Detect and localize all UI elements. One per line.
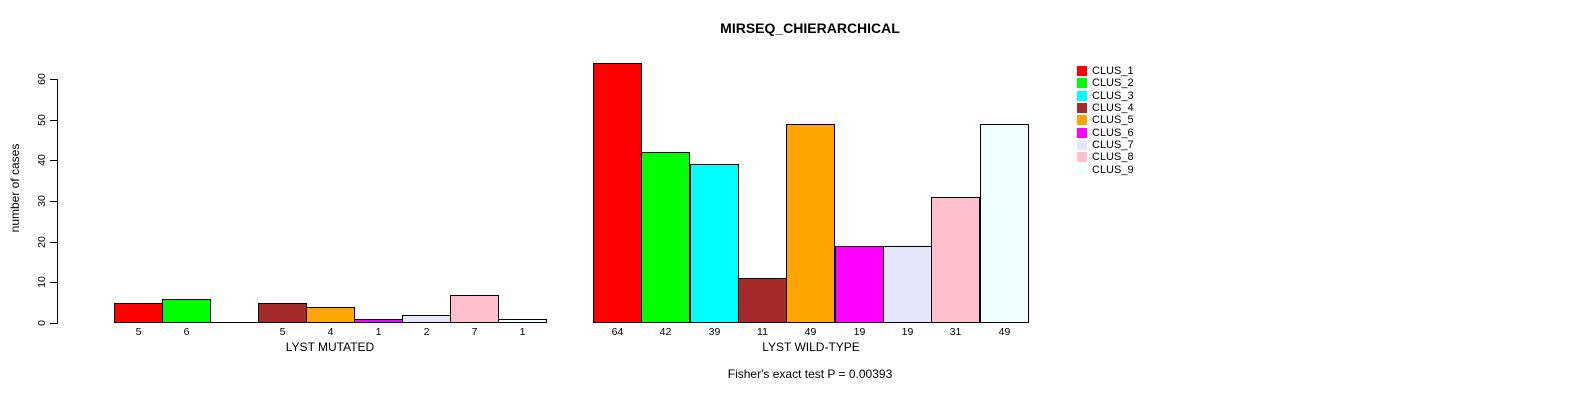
- y-tick: [50, 160, 57, 161]
- y-tick-label: 20: [36, 236, 48, 248]
- bar-lyst-mutated-clus_7: [402, 315, 451, 323]
- y-tick-label: 30: [36, 195, 48, 207]
- y-tick: [50, 120, 57, 121]
- y-tick-label: 40: [36, 154, 48, 166]
- bar-lyst-wild-type-clus_4: [738, 278, 787, 323]
- legend-swatch-clus_4: [1077, 103, 1087, 113]
- bar-value-label: 49: [804, 326, 817, 338]
- y-tick: [50, 201, 57, 202]
- y-tick: [50, 242, 57, 243]
- legend-label-clus_1: CLUS_1: [1092, 65, 1134, 77]
- legend-swatch-clus_7: [1077, 140, 1087, 150]
- legend-label-clus_8: CLUS_8: [1092, 151, 1134, 163]
- bar-lyst-mutated-clus_9: [498, 319, 547, 323]
- bar-lyst-wild-type-clus_2: [641, 152, 690, 323]
- bar-lyst-mutated-clus_2: [162, 299, 211, 323]
- bar-lyst-mutated-clus_4: [258, 303, 307, 323]
- bar-value-label: 4: [327, 326, 334, 338]
- bar-value-label: 2: [423, 326, 430, 338]
- legend-label-clus_3: CLUS_3: [1092, 90, 1134, 102]
- bar-value-label: 1: [375, 326, 382, 338]
- bar-value-label: 64: [611, 326, 624, 338]
- y-axis-title: number of cases: [8, 143, 22, 233]
- bar-lyst-wild-type-clus_8: [931, 197, 980, 323]
- y-axis-line: [57, 79, 58, 324]
- legend-swatch-clus_5: [1077, 115, 1087, 125]
- bar-lyst-wild-type-clus_5: [786, 124, 835, 323]
- bar-lyst-wild-type-clus_1: [593, 63, 642, 323]
- x-axis-label-lyst-mutated: LYST MUTATED: [285, 340, 375, 354]
- y-tick: [50, 79, 57, 80]
- bar-value-label: 42: [659, 326, 672, 338]
- legend-swatch-clus_6: [1077, 128, 1087, 138]
- y-tick-label: 60: [36, 73, 48, 85]
- bar-value-label: 5: [279, 326, 286, 338]
- x-axis-label-lyst-wild-type: LYST WILD-TYPE: [762, 340, 860, 354]
- legend-label-clus_4: CLUS_4: [1092, 102, 1134, 114]
- bar-lyst-wild-type-clus_9: [980, 124, 1029, 323]
- legend-label-clus_9: CLUS_9: [1092, 164, 1134, 176]
- y-tick-label: 10: [36, 276, 48, 288]
- legend-label-clus_7: CLUS_7: [1092, 139, 1134, 151]
- bar-value-label: 6: [183, 326, 190, 338]
- bar-value-label: 11: [757, 326, 768, 338]
- y-tick: [50, 282, 57, 283]
- legend-swatch-clus_2: [1077, 78, 1087, 88]
- bar-lyst-wild-type-clus_3: [690, 164, 739, 323]
- bar-value-label: 19: [853, 326, 866, 338]
- bar-value-label: 49: [998, 326, 1011, 338]
- legend-label-clus_5: CLUS_5: [1092, 114, 1134, 126]
- chart-title: MIRSEQ_CHIERARCHICAL: [720, 20, 900, 36]
- fisher-test-caption: Fisher's exact test P = 0.00393: [727, 367, 893, 381]
- bar-value-label: 19: [901, 326, 914, 338]
- y-tick-label: 0: [36, 320, 48, 326]
- bar-value-label: 5: [135, 326, 142, 338]
- bar-lyst-wild-type-clus_7: [883, 246, 932, 323]
- legend-label-clus_6: CLUS_6: [1092, 127, 1134, 139]
- legend-swatch-clus_9: [1077, 165, 1087, 175]
- legend-swatch-clus_8: [1077, 152, 1087, 162]
- bar-lyst-mutated-clus_5: [306, 307, 355, 323]
- bar-value-label: 39: [708, 326, 721, 338]
- legend-swatch-clus_1: [1077, 66, 1087, 76]
- bar-lyst-mutated-clus_1: [114, 303, 163, 323]
- legend-swatch-clus_3: [1077, 91, 1087, 101]
- zero-bar-lyst-mutated-clus_3: [210, 322, 259, 323]
- legend-label-clus_2: CLUS_2: [1092, 77, 1134, 89]
- bar-lyst-mutated-clus_8: [450, 295, 499, 323]
- y-tick: [50, 323, 57, 324]
- bar-lyst-wild-type-clus_6: [835, 246, 884, 323]
- bar-value-label: 1: [519, 326, 526, 338]
- bar-value-label: 31: [949, 326, 962, 338]
- bar-lyst-mutated-clus_6: [354, 319, 403, 323]
- bar-value-label: 7: [471, 326, 478, 338]
- y-tick-label: 50: [36, 114, 48, 126]
